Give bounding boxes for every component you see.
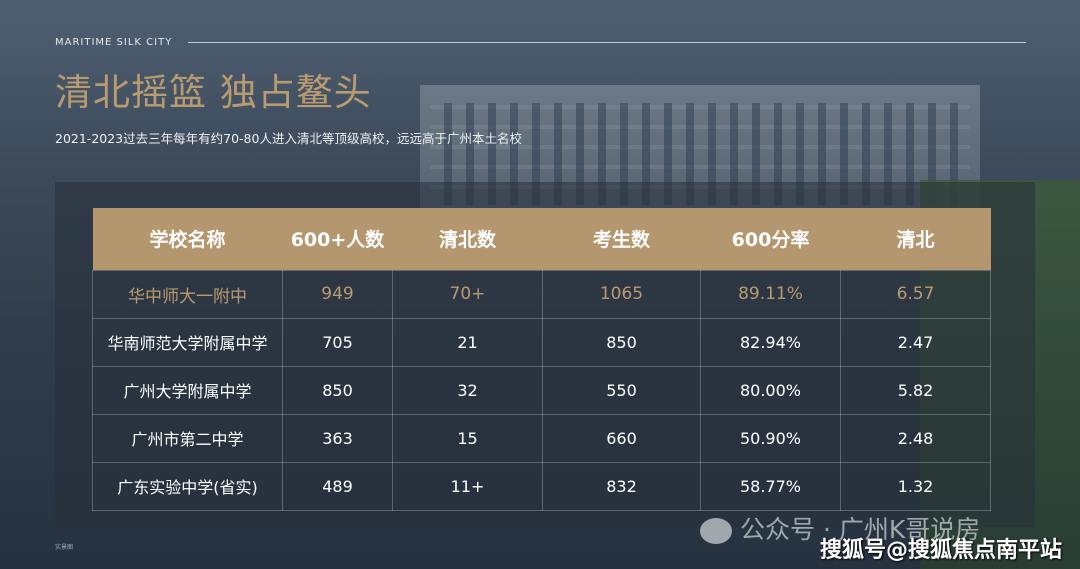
page-title: 清北摇篮 独占鳌头 [55,71,372,114]
subtitle: 2021-2023过去三年每年有约70-80人进入清北等顶级高校，远远高于广州本… [55,131,522,146]
watermark-sohu: 搜狐号@搜狐焦点南平站 [820,538,1063,563]
table-cell: 1065 [542,269,701,319]
table-cell: 89.11% [700,269,841,319]
table-header: 学校名称 600+人数 清北数 考生数 600分率 清北 [92,208,991,270]
table-cell: 6.57 [840,269,991,319]
table-row: 广州大学附属中学 850 32 550 80.00% 5.82 [92,365,991,415]
table-cell: 705 [282,317,393,367]
table-cell: 15 [392,413,543,463]
header-cell: 清北 [840,208,991,270]
table-cell: 华中师大一附中 [92,269,283,319]
header-cell: 600+人数 [282,208,393,270]
header-cell: 600分率 [700,208,841,270]
table-cell: 850 [282,365,393,415]
table-cell: 广东实验中学(省实) [92,461,283,511]
table-row: 广东实验中学(省实) 489 11+ 832 58.77% 1.32 [92,461,991,511]
image-tag: 实景图 [55,544,74,551]
table-cell: 363 [282,413,393,463]
table-cell: 华南师范大学附属中学 [92,317,283,367]
table-cell: 1.32 [840,461,991,511]
table-cell: 58.77% [700,461,841,511]
table-cell: 32 [392,365,543,415]
header-cell: 考生数 [542,208,701,270]
table-cell: 50.90% [700,413,841,463]
divider [188,42,1026,43]
table-cell: 70+ [392,269,543,319]
table-cell: 2.48 [840,413,991,463]
table-row: 华中师大一附中 949 70+ 1065 89.11% 6.57 [92,269,991,319]
table-cell: 21 [392,317,543,367]
schools-table: 学校名称 600+人数 清北数 考生数 600分率 清北 华中师大一附中 949 7… [92,208,991,511]
brand-label: MARITIME SILK CITY [55,37,173,48]
table-cell: 82.94% [700,317,841,367]
table-row: 华南师范大学附属中学 705 21 850 82.94% 2.47 [92,317,991,367]
table-cell: 2.47 [840,317,991,367]
header-cell: 学校名称 [92,208,283,270]
table-cell: 832 [542,461,701,511]
wechat-icon [700,518,732,544]
watermark-text: 公众号 · 广州K哥说房 [740,515,981,544]
watermark: 公众号 · 广州K哥说房 [700,510,980,546]
table-cell: 489 [282,461,393,511]
table-cell: 广州市第二中学 [92,413,283,463]
table-row: 广州市第二中学 363 15 660 50.90% 2.48 [92,413,991,463]
table-cell: 80.00% [700,365,841,415]
table-cell: 11+ [392,461,543,511]
table-cell: 5.82 [840,365,991,415]
table-cell: 550 [542,365,701,415]
table-cell: 850 [542,317,701,367]
header-cell: 清北数 [392,208,543,270]
table-cell: 广州大学附属中学 [92,365,283,415]
table-cell: 660 [542,413,701,463]
table-cell: 949 [282,269,393,319]
